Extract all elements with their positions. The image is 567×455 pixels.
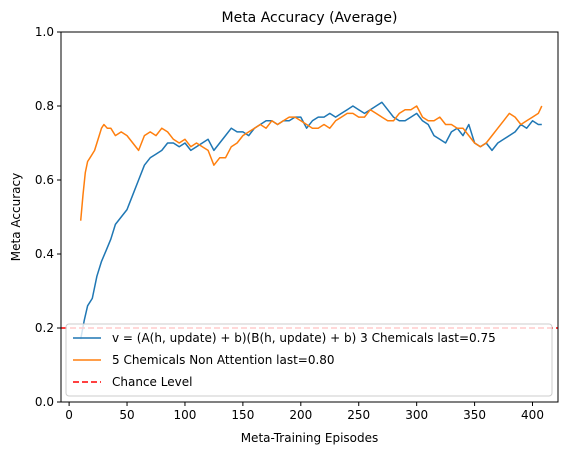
y-ticks: 0.0 0.2 0.4 0.6 0.8 1.0	[35, 25, 61, 409]
x-tick-label: 350	[463, 408, 486, 422]
y-tick-label: 0.4	[35, 247, 54, 261]
x-tick-label: 200	[289, 408, 312, 422]
legend-label: v = (A(h, update) + b)(B(h, update) + b)…	[112, 331, 496, 345]
data-layer	[61, 101, 558, 340]
y-tick-label: 1.0	[35, 25, 54, 39]
legend-box	[65, 323, 553, 397]
plot-frame	[60, 31, 559, 403]
y-axis-label: Meta Accuracy	[9, 173, 23, 261]
x-tick-label: 0	[65, 408, 73, 422]
x-tick-label: 50	[119, 408, 134, 422]
legend-label: Chance Level	[112, 375, 192, 389]
x-ticks: 0 50 100 150 200 250 300 350 400	[65, 402, 544, 422]
series-line-1	[79, 101, 542, 340]
x-axis-label: Meta-Training Episodes	[241, 431, 379, 445]
y-tick-label: 0.2	[35, 321, 54, 335]
y-tick-label: 0.6	[35, 173, 54, 187]
x-tick-label: 400	[521, 408, 544, 422]
x-tick-label: 150	[231, 408, 254, 422]
legend-label: 5 Chemicals Non Attention last=0.80	[112, 353, 335, 367]
y-tick-label: 0.8	[35, 99, 54, 113]
y-tick-label: 0.0	[35, 395, 54, 409]
x-tick-label: 250	[347, 408, 370, 422]
series-line-2	[79, 105, 543, 221]
legend: v = (A(h, update) + b)(B(h, update) + b)…	[65, 323, 553, 397]
chart-title: Meta Accuracy (Average)	[222, 10, 398, 26]
legend-entries: v = (A(h, update) + b)(B(h, update) + b)…	[73, 331, 496, 389]
x-tick-label: 100	[174, 408, 197, 422]
x-tick-label: 300	[405, 408, 428, 422]
